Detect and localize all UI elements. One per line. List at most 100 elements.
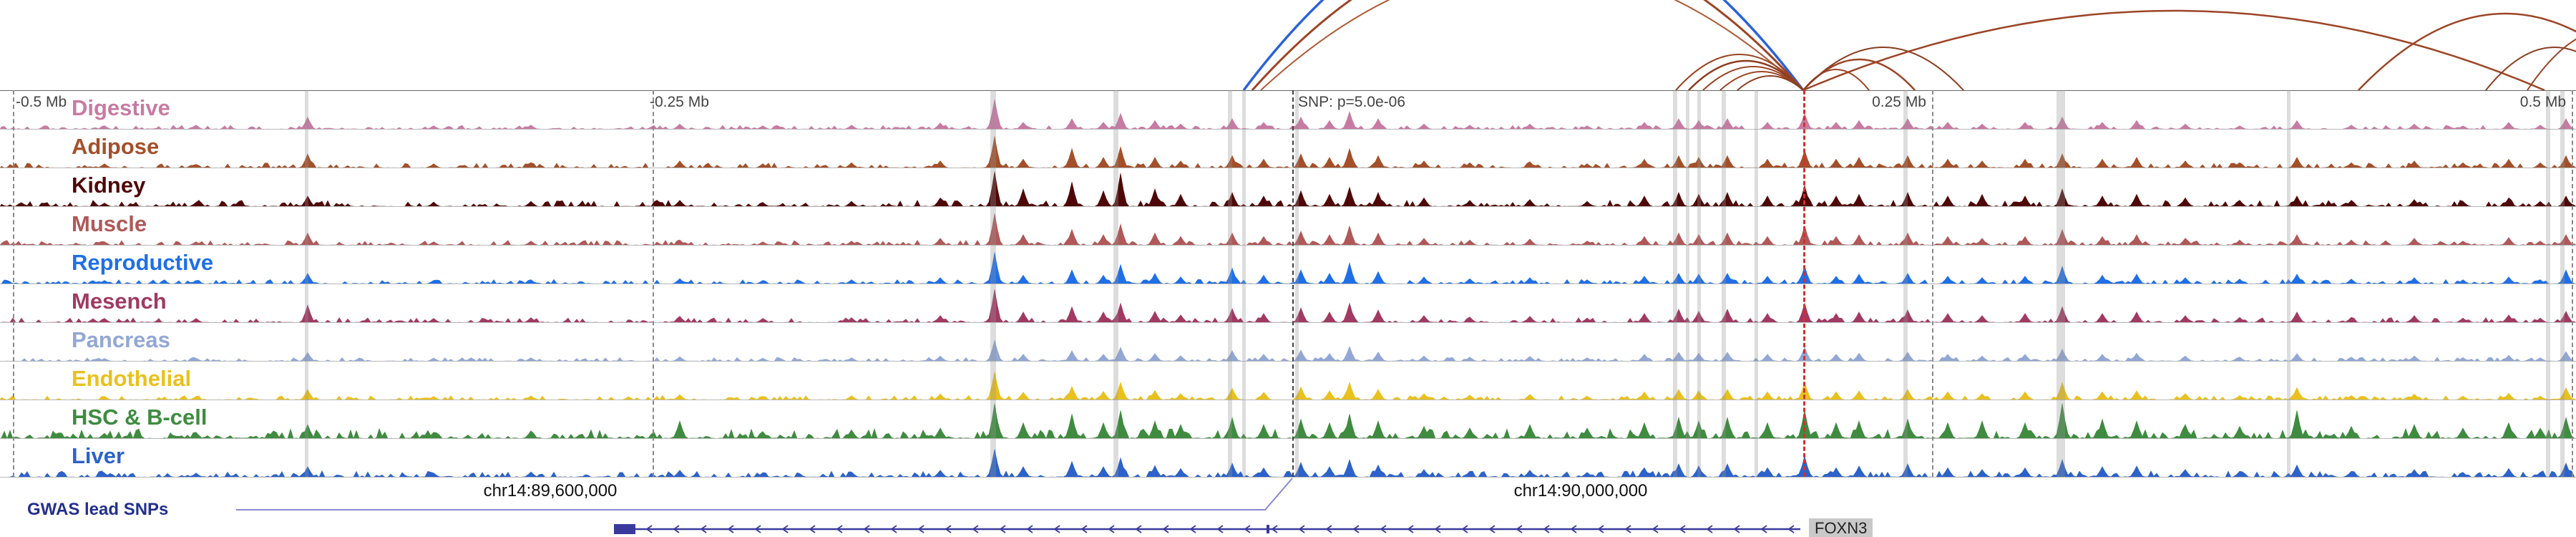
interaction-arc [1251,0,1805,90]
highlight-region [1686,90,1689,477]
gene-strand-arrow-icon [1706,525,1713,533]
signal-mesench [0,289,2576,323]
annotation-canvas [236,478,1800,534]
gene-strand-arrow-icon [1271,525,1278,533]
highlight-region [1722,90,1726,477]
scale-label: SNP: p=5.0e-06 [1298,94,1406,110]
gene-strand-arrow-icon [1461,525,1468,533]
track-row-adipose[interactable]: Adipose [0,130,2576,168]
gene-strand-arrow-icon [1597,525,1604,533]
gene-strand-arrow-icon [1026,525,1033,533]
track-row-endothelial[interactable]: Endothelial [0,362,2576,400]
track-separator [0,322,2576,323]
signal-liver [0,449,2576,478]
signal-digestive [0,99,2576,130]
gene-strand-arrow-icon [945,525,952,533]
gene-strand-arrow-icon [1570,525,1577,533]
highlight-region [990,90,996,477]
gene-strand-arrow-icon [1733,525,1740,533]
gwas-connector-line [236,478,1293,511]
interaction-arc [1802,9,2545,90]
coordinate-label: chr14:89,600,000 [483,481,618,500]
gridline [1292,90,1294,477]
highlight-region [1113,90,1118,477]
gene-strand-arrow-icon [645,525,653,533]
track-row-reproductive[interactable]: Reproductive [0,246,2576,284]
gene-strand-arrow-icon [1352,525,1360,533]
highlight-region [1673,90,1677,477]
track-label-adipose[interactable]: Adipose [72,134,160,159]
tracks-area[interactable]: Digestive Adipose Kidney Muscle Reproductive… [0,90,2576,478]
gridline [1932,90,1933,477]
track-label-mesench[interactable]: Mesench [72,289,167,314]
gene-strand-arrow-icon [1543,525,1550,533]
scale-label: 0.25 Mb [1872,94,1926,110]
track-row-pancreas[interactable]: Pancreas [0,323,2576,362]
signal-adipose [0,136,2576,168]
gene-strand-arrow-icon [836,525,843,533]
highlight-region [1755,90,1758,477]
signal-endothelial [0,372,2576,400]
gene-strand-arrow-icon [781,525,789,533]
gene-strand-arrow-icon [1760,525,1767,533]
gene-strand-arrow-icon [1407,525,1414,533]
interaction-arc [1802,47,1964,90]
interaction-arcs-canvas [1242,0,2576,90]
track-row-hsc-b-cell[interactable]: HSC & B-cell [0,400,2576,439]
highlight-region [2287,90,2290,477]
highlight-region [2560,90,2565,477]
gene-strand-arrow-icon [917,525,924,533]
coordinate-label: chr14:90,000,000 [1513,481,1648,500]
gene-strand-arrow-icon [1624,525,1631,533]
signal-kidney [0,171,2576,207]
gene-strand-arrow-icon [863,525,870,533]
gene-strand-arrow-icon [1189,525,1196,533]
gene-strand-arrow-icon [1108,525,1115,533]
track-label-endothelial[interactable]: Endothelial [72,366,192,391]
interaction-arc [2527,38,2576,90]
gwas-lead-snps-label: GWAS lead SNPs [27,500,169,519]
gene-strand-arrow-icon [1679,525,1686,533]
track-label-digestive[interactable]: Digestive [72,95,170,120]
highlight-region [2057,90,2065,477]
highlight-region [1697,90,1701,477]
track-separator [0,129,2576,130]
track-label-pancreas[interactable]: Pancreas [72,327,170,352]
track-label-muscle[interactable]: Muscle [72,211,147,236]
gene-strand-arrow-icon [673,525,680,533]
highlight-region [1242,90,1246,477]
track-row-digestive[interactable]: Digestive [0,91,2576,130]
gene-strand-arrow-icon [1516,525,1523,533]
gene-label-foxn3[interactable]: FOXN3 [1809,518,1873,537]
signal-hsc-b-cell [0,403,2576,439]
interaction-arc [1675,54,1804,90]
highlight-region [305,90,308,477]
track-row-muscle[interactable]: Muscle [0,207,2576,246]
track-row-liver[interactable]: Liver [0,439,2576,478]
interaction-arc [1737,75,1804,90]
gene-strand-arrow-icon [1488,525,1496,533]
highlight-region [1903,90,1908,477]
gene-strand-arrow-icon [754,525,761,533]
track-label-liver[interactable]: Liver [72,443,125,468]
track-label-hsc-b-cell[interactable]: HSC & B-cell [72,405,208,430]
gene-strand-arrow-icon [727,525,734,533]
gridline [13,90,14,477]
track-separator [0,245,2576,246]
track-row-mesench[interactable]: Mesench [0,284,2576,323]
gene-strand-arrow-icon [809,525,816,533]
highlight-region [1228,90,1232,477]
gene-strand-arrow-icon [972,525,979,533]
gene-strand-arrow-icon [890,525,897,533]
scale-label: -0.5 Mb [16,94,67,110]
interaction-arc [2485,47,2576,90]
track-label-reproductive[interactable]: Reproductive [72,250,214,275]
track-label-kidney[interactable]: Kidney [72,173,146,198]
track-row-kidney[interactable]: Kidney [0,168,2576,207]
highlight-region [1295,90,1299,477]
highlight-region [2546,90,2550,477]
interaction-arc [2358,12,2576,90]
gridline [2572,90,2573,477]
track-separator [0,361,2576,362]
